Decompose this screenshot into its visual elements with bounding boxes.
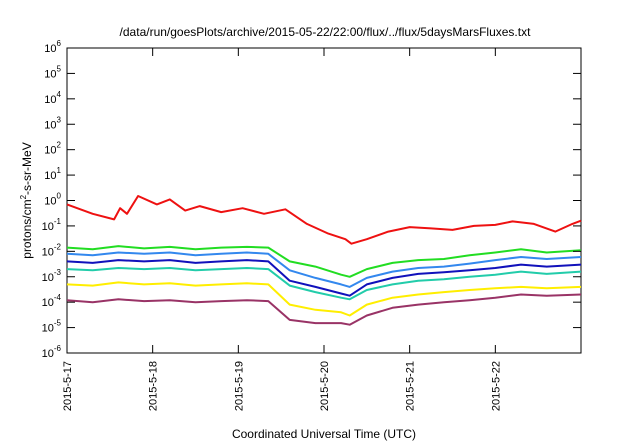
y-tick-label: 104: [44, 90, 61, 106]
y-tick-label: 10-4: [42, 293, 62, 309]
series-line-1: [66, 195, 582, 245]
x-tick-label: 2015-5-17: [62, 361, 74, 411]
y-tick-label: 10-5: [42, 319, 62, 335]
series-line-5: [66, 267, 582, 301]
y-tick-label: 10-6: [42, 344, 62, 360]
y-tick-label: 10-3: [42, 268, 62, 284]
y-tick-label: 100: [44, 192, 61, 208]
x-axis-title: Coordinated Universal Time (UTC): [232, 427, 416, 441]
series-line-2: [66, 245, 582, 278]
y-axis-ticks: 106 105 104 103 102 101 100 10-1 10-2 10-3 10-4 10-…: [42, 39, 581, 360]
y-tick-label: 10-2: [42, 242, 62, 258]
plot-frame: [66, 47, 582, 354]
y-tick-label: 105: [44, 64, 61, 80]
y-tick-label: 10-1: [42, 217, 62, 233]
series-layer: [66, 195, 582, 326]
x-tick-label: 2015-5-21: [405, 361, 417, 411]
y-tick-label: 102: [44, 141, 61, 157]
x-tick-label: 2015-5-22: [490, 361, 502, 411]
series-line-4: [66, 259, 582, 297]
x-tick-label: 2015-5-20: [319, 361, 331, 411]
x-axis-ticks: 2015-5-17 2015-5-18 2015-5-19 2015-5-20 2015…: [62, 48, 502, 411]
series-line-7: [66, 293, 582, 326]
plot-area: 106 105 104 103 102 101 100 10-1 10-2 10-3 10-4 10-…: [42, 39, 582, 411]
y-tick-label: 103: [44, 115, 61, 131]
series-line-3: [66, 251, 582, 288]
y-axis-title: protons/cm2-s-sr-MeV: [19, 142, 34, 258]
y-tick-label: 106: [44, 39, 61, 55]
x-tick-label: 2015-5-18: [148, 361, 160, 411]
y-tick-label: 101: [44, 166, 61, 182]
x-tick-label: 2015-5-19: [233, 361, 245, 411]
chart-title: /data/run/goesPlots/archive/2015-05-22/2…: [120, 25, 532, 39]
series-line-6: [66, 281, 582, 317]
